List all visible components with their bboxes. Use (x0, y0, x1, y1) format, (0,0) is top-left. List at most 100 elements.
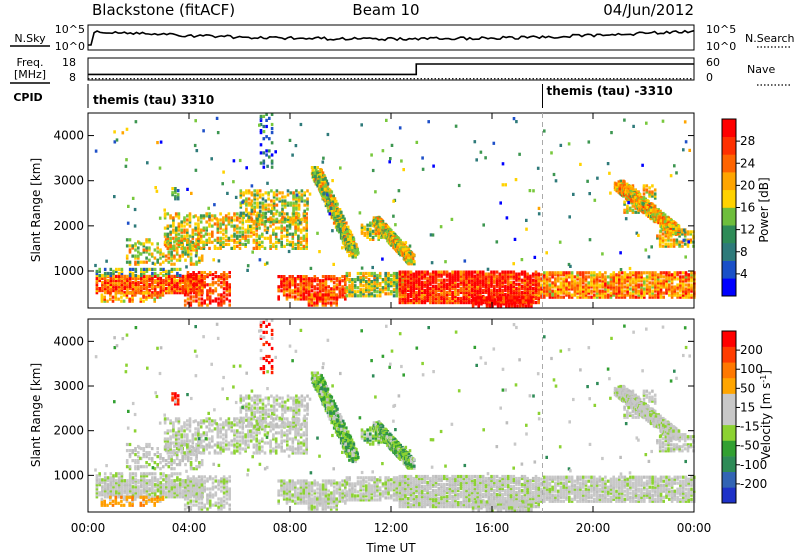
power-cell (512, 286, 516, 290)
power-cell (151, 271, 154, 276)
power-cell (579, 289, 582, 293)
power-cell (153, 256, 157, 260)
power-cell (606, 285, 610, 289)
power-cell (189, 287, 193, 291)
power-cell (356, 271, 360, 276)
power-cell (343, 226, 347, 230)
power-cell (418, 276, 421, 280)
power-cell (324, 303, 327, 307)
power-cell (137, 282, 140, 287)
power-cell (299, 277, 303, 281)
power-cell (429, 296, 432, 301)
power-cell (479, 284, 482, 288)
power-cell (225, 293, 229, 297)
power-cell (681, 293, 685, 297)
power-cell (351, 294, 354, 298)
power-cell (216, 224, 220, 228)
power-cell (543, 291, 546, 295)
power-cell (526, 282, 529, 286)
power-cell (299, 236, 303, 240)
power-cell (448, 274, 452, 278)
power-cell (299, 293, 303, 297)
power-cell (192, 295, 195, 299)
power-cell (270, 153, 274, 157)
power-cell (131, 244, 134, 248)
power-cell (587, 291, 590, 295)
power-cell (169, 246, 172, 250)
power-cell (510, 304, 514, 308)
power-cell (278, 213, 281, 217)
power-cell (344, 295, 347, 299)
power-cell (236, 230, 239, 234)
power-cell (491, 298, 494, 302)
power-cell (476, 282, 479, 286)
power-cell (213, 216, 217, 220)
power-cell (200, 275, 204, 279)
power-cell (520, 272, 524, 276)
power-cell (103, 287, 107, 291)
power-cell (504, 288, 507, 292)
power-cell (151, 285, 154, 289)
power-cell (292, 193, 295, 197)
power-cell (128, 238, 132, 242)
power-cell (363, 225, 367, 229)
power-cell (521, 296, 525, 300)
power-cell (459, 288, 463, 292)
power-cell (142, 293, 145, 297)
power-cell (342, 241, 345, 246)
power-cell (272, 195, 276, 199)
power-cell (451, 278, 454, 282)
power-cell (537, 287, 541, 291)
power-cell (214, 281, 218, 285)
power-cell (169, 232, 172, 236)
power-cell (618, 287, 621, 291)
power-cell (128, 244, 132, 248)
power-cell (468, 296, 471, 301)
power-cell (303, 209, 306, 213)
power-cell (285, 281, 289, 285)
power-cell (631, 273, 635, 277)
power-cell (274, 246, 278, 250)
power-cell (249, 234, 253, 238)
power-cell (162, 254, 165, 258)
power-cell (259, 129, 263, 133)
power-cell (540, 283, 543, 287)
power-cell (291, 232, 295, 236)
power-cell (420, 292, 424, 297)
power-cell (181, 274, 185, 278)
power-cell (98, 267, 101, 271)
power-cell (359, 294, 362, 298)
power-cell (106, 299, 109, 303)
power-cell (496, 304, 500, 308)
power-cell (451, 282, 454, 286)
power-cell (653, 192, 657, 196)
power-cell (211, 291, 215, 295)
power-cell (294, 285, 297, 289)
power-cell (604, 271, 607, 275)
power-cell (275, 209, 279, 213)
power-cell (524, 296, 528, 300)
power-cell (420, 280, 424, 284)
power-cell (440, 286, 443, 290)
power-cell (208, 212, 211, 216)
power-cell (122, 299, 126, 303)
power-cell (658, 234, 662, 238)
power-cell (261, 220, 264, 224)
power-cell (262, 151, 266, 155)
power-cell (618, 281, 621, 285)
power-cell (239, 201, 243, 205)
power-cell (292, 201, 295, 205)
power-cell (651, 194, 654, 198)
power-cell (651, 273, 654, 277)
power-cell (265, 135, 268, 139)
power-cell (156, 250, 159, 254)
power-cell (348, 290, 351, 294)
power-cell (268, 116, 271, 120)
power-cell (98, 273, 101, 278)
power-cell (259, 122, 263, 127)
power-cell (159, 248, 162, 252)
power-cell (153, 267, 157, 271)
power-cell (519, 302, 522, 306)
power-cell (521, 304, 525, 308)
power-cell (195, 242, 198, 246)
